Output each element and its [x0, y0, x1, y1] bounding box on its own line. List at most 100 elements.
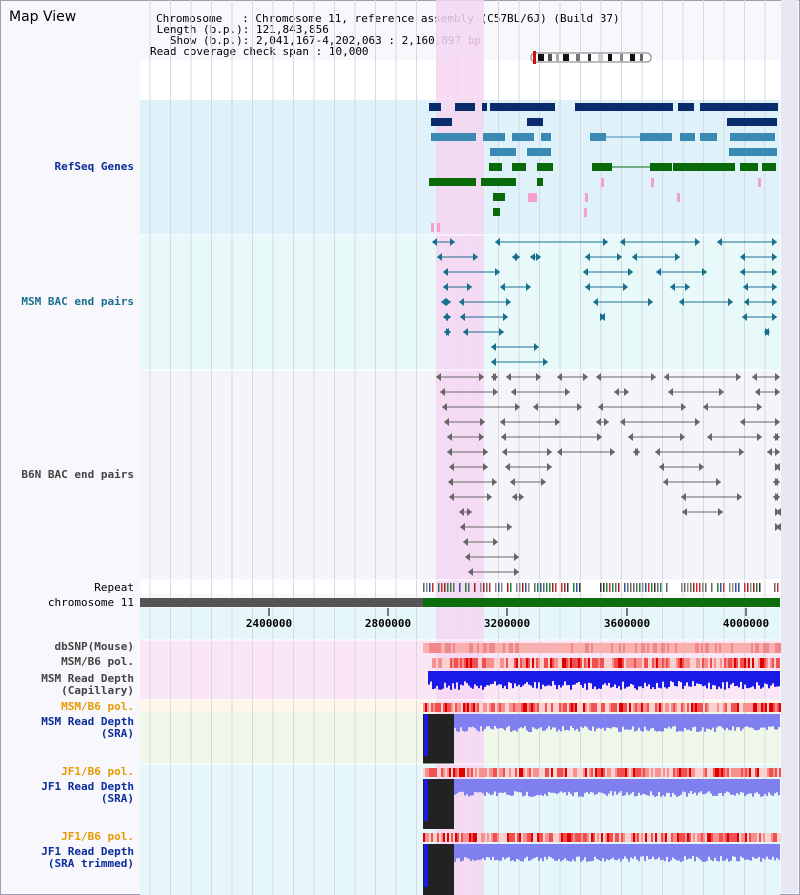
repeat-element	[660, 583, 662, 592]
polymorphism-bin	[603, 833, 605, 842]
polymorphism-bin	[471, 703, 473, 712]
read-depth-bin	[748, 844, 750, 860]
read-depth-bin	[658, 714, 660, 732]
bac-end-marker	[447, 448, 452, 456]
read-depth-bin	[628, 671, 630, 687]
polymorphism-bin	[518, 658, 520, 668]
polymorphism-bin	[572, 658, 574, 668]
read-depth-bin	[558, 671, 560, 686]
track-label-b6n-bac[interactable]: B6N BAC end pairs	[21, 468, 134, 481]
read-depth-bin	[586, 844, 588, 862]
read-depth-bin	[508, 671, 510, 683]
repeat-element	[444, 583, 446, 592]
polymorphism-bin	[484, 658, 486, 668]
read-depth-bin	[620, 779, 622, 792]
polymorphism-bin	[710, 658, 712, 668]
read-depth-bin	[658, 779, 660, 793]
read-depth-bin	[508, 844, 510, 858]
dbsnp-marker	[491, 643, 493, 653]
bac-end-marker	[728, 298, 733, 306]
track-label-refseq[interactable]: RefSeq Genes	[54, 160, 134, 173]
repeat-element	[666, 583, 668, 592]
bac-end-marker	[742, 313, 747, 321]
polymorphism-bin	[460, 658, 462, 668]
read-depth-bin	[714, 714, 716, 732]
bac-end-marker	[664, 373, 669, 381]
repeat-element	[615, 583, 617, 592]
dbsnp-marker	[483, 643, 485, 653]
polymorphism-bin	[571, 833, 573, 842]
polymorphism-bin	[437, 768, 439, 777]
polymorphism-bin	[463, 703, 465, 712]
read-depth-bin	[686, 844, 688, 860]
track-label-msm-bac[interactable]: MSM BAC end pairs	[21, 295, 134, 308]
bac-end-marker	[596, 418, 601, 426]
polymorphism-bin	[511, 703, 513, 712]
read-depth-bin	[766, 714, 768, 730]
dbsnp-marker	[485, 643, 487, 653]
polymorphism-bin	[461, 768, 463, 777]
read-depth-bin	[632, 671, 634, 685]
polymorphism-bin	[664, 658, 666, 668]
polymorphism-bin	[714, 658, 716, 668]
read-depth-bin	[646, 671, 648, 687]
read-depth-bin	[520, 779, 522, 793]
read-depth-bin	[462, 714, 464, 731]
read-depth-bin	[752, 779, 754, 797]
polymorphism-bin	[757, 768, 759, 777]
polymorphism-bin	[717, 833, 719, 842]
polymorphism-bin	[583, 768, 585, 777]
read-depth-bin	[610, 779, 612, 792]
polymorphism-bin	[541, 833, 543, 842]
polymorphism-bin	[485, 833, 487, 842]
polymorphism-bin	[645, 768, 647, 777]
read-depth-bin	[588, 844, 590, 862]
ruler-tick-label: 2800000	[364, 617, 412, 630]
read-depth-bin	[504, 844, 506, 860]
read-depth-bin	[606, 671, 608, 686]
polymorphism-bin	[759, 833, 761, 842]
polymorphism-bin	[765, 833, 767, 842]
polymorphism-bin	[621, 768, 623, 777]
gene-marker	[601, 178, 604, 187]
polymorphism-bin	[533, 768, 535, 777]
polymorphism-bin	[737, 703, 739, 712]
polymorphism-bin	[629, 833, 631, 842]
read-depth-bin	[512, 714, 514, 731]
polymorphism-bin	[489, 703, 491, 712]
bac-end-marker	[448, 478, 453, 486]
polymorphism-bin	[597, 703, 599, 712]
read-depth-bin	[624, 844, 626, 857]
read-depth-bin	[474, 844, 476, 862]
read-depth-bin	[772, 671, 774, 684]
polymorphism-bin	[763, 833, 765, 842]
read-depth-bin	[654, 779, 656, 797]
dbsnp-marker	[779, 643, 781, 653]
polymorphism-bin	[512, 658, 514, 668]
read-depth-bin	[428, 671, 430, 685]
polymorphism-bin	[742, 658, 744, 668]
read-depth-bin	[724, 844, 726, 861]
read-depth-bin	[614, 714, 616, 728]
dbsnp-marker	[643, 643, 645, 653]
read-depth-bin	[706, 671, 708, 689]
read-depth-bin	[554, 714, 556, 728]
polymorphism-bin	[703, 703, 705, 712]
read-depth-bin	[492, 779, 494, 795]
repeat-element	[576, 583, 578, 592]
read-depth-bin	[536, 844, 538, 857]
bac-end-marker	[530, 253, 535, 261]
read-depth-bin	[566, 671, 568, 686]
read-depth-bin	[576, 779, 578, 793]
polymorphism-bin	[674, 658, 676, 668]
ruler-tick-label: 3200000	[483, 617, 531, 630]
polymorphism-bin	[469, 768, 471, 777]
bac-end-marker	[635, 448, 640, 456]
read-depth-bin	[570, 714, 572, 727]
polymorphism-bin	[685, 703, 687, 712]
right-scrollbar[interactable]	[781, 0, 798, 893]
bac-end-marker	[512, 493, 517, 501]
read-depth-bin	[762, 671, 764, 688]
read-depth-bin	[576, 671, 578, 683]
